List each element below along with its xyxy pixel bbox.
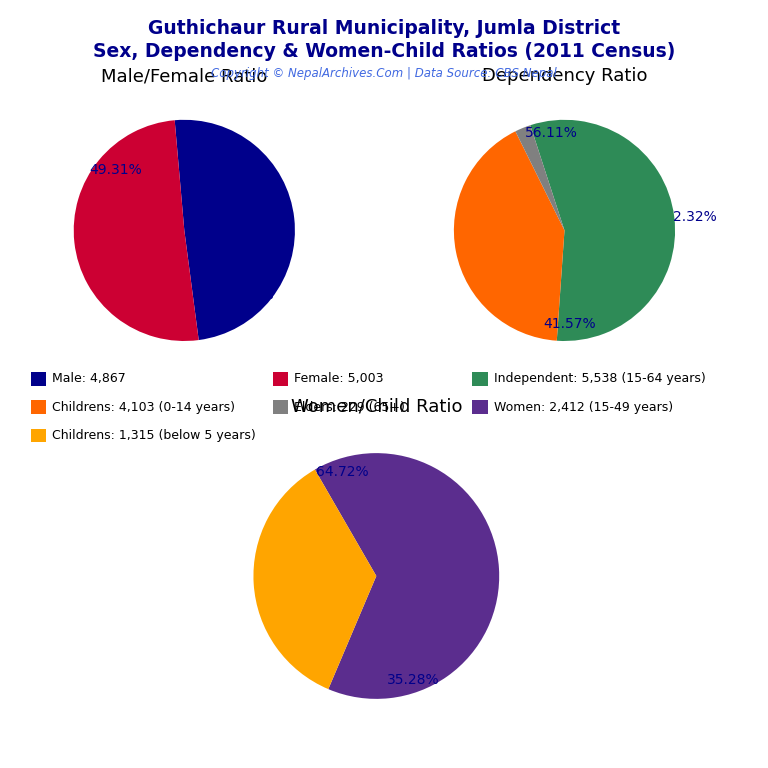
Title: Male/Female Ratio: Male/Female Ratio — [101, 67, 267, 85]
Wedge shape — [315, 453, 499, 699]
Wedge shape — [454, 131, 564, 341]
Text: 64.72%: 64.72% — [316, 465, 368, 478]
Text: 50.69%: 50.69% — [222, 287, 275, 302]
Text: 35.28%: 35.28% — [387, 674, 439, 687]
Title: Dependency Ratio: Dependency Ratio — [482, 67, 647, 85]
Wedge shape — [174, 120, 295, 340]
Text: Childrens: 1,315 (below 5 years): Childrens: 1,315 (below 5 years) — [52, 429, 256, 442]
Text: Women: 2,412 (15-49 years): Women: 2,412 (15-49 years) — [494, 401, 673, 413]
Text: Guthichaur Rural Municipality, Jumla District: Guthichaur Rural Municipality, Jumla Dis… — [148, 19, 620, 38]
Text: Independent: 5,538 (15-64 years): Independent: 5,538 (15-64 years) — [494, 372, 706, 385]
Text: 49.31%: 49.31% — [89, 163, 142, 177]
Title: Women/Child Ratio: Women/Child Ratio — [290, 397, 462, 415]
Text: Copyright © NepalArchives.Com | Data Source: CBS Nepal: Copyright © NepalArchives.Com | Data Sou… — [211, 67, 557, 80]
Text: Female: 5,003: Female: 5,003 — [294, 372, 384, 385]
Text: Male: 4,867: Male: 4,867 — [52, 372, 126, 385]
Wedge shape — [515, 125, 564, 230]
Wedge shape — [74, 121, 199, 341]
Text: 2.32%: 2.32% — [673, 210, 717, 224]
Wedge shape — [531, 120, 675, 341]
Text: 41.57%: 41.57% — [544, 317, 596, 332]
Text: 56.11%: 56.11% — [525, 126, 578, 140]
Text: Childrens: 4,103 (0-14 years): Childrens: 4,103 (0-14 years) — [52, 401, 235, 413]
Wedge shape — [253, 469, 376, 689]
Text: Elders: 229 (65+): Elders: 229 (65+) — [294, 401, 405, 413]
Text: Sex, Dependency & Women-Child Ratios (2011 Census): Sex, Dependency & Women-Child Ratios (20… — [93, 42, 675, 61]
